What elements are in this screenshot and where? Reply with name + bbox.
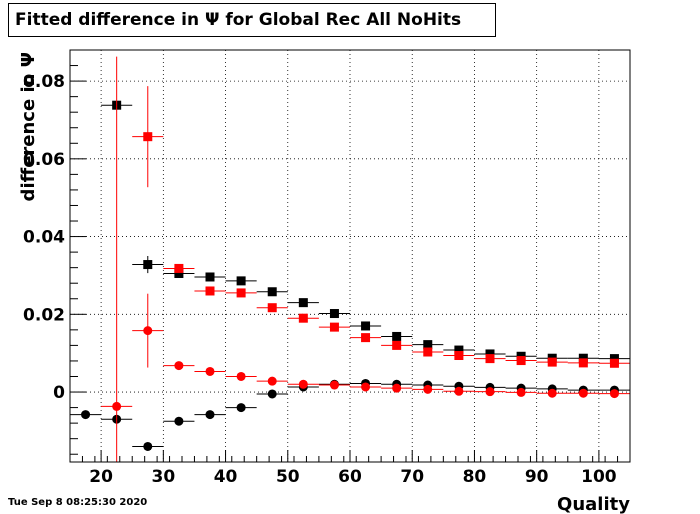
data-point-square	[361, 333, 371, 343]
data-point-square	[143, 132, 153, 142]
data-point-circle	[516, 387, 526, 397]
y-tick-label: 0.02	[23, 305, 65, 325]
data-point-circle	[236, 403, 246, 413]
data-point-circle	[174, 416, 184, 426]
series-4	[101, 56, 630, 462]
x-tick-label: 50	[276, 467, 300, 487]
data-point-square	[392, 331, 402, 341]
data-point-square	[578, 353, 588, 363]
x-tick-label: 30	[151, 467, 175, 487]
data-series	[70, 56, 630, 462]
data-point-circle	[81, 410, 91, 420]
data-point-square	[578, 358, 588, 368]
data-point-circle	[423, 384, 433, 394]
data-point-square	[485, 354, 495, 364]
data-point-square	[423, 347, 433, 357]
data-point-circle	[236, 371, 246, 381]
y-tick-label: 0.04	[23, 228, 65, 248]
chart-title: Fitted difference in Ψ for Global Rec Al…	[8, 3, 496, 37]
x-tick-label: 90	[525, 467, 549, 487]
data-point-square	[236, 288, 246, 298]
data-point-circle	[329, 380, 339, 390]
data-point-circle	[205, 410, 215, 420]
x-tick-label: 40	[214, 467, 238, 487]
data-point-circle	[174, 361, 184, 371]
timestamp: Tue Sep 8 08:25:30 2020	[8, 497, 148, 508]
data-point-square	[174, 263, 184, 273]
data-point-circle	[392, 383, 402, 393]
x-axis-label: Quality	[557, 494, 630, 514]
plot-area	[70, 50, 630, 462]
data-point-square	[454, 345, 464, 355]
data-point-square	[423, 340, 433, 350]
data-point-square	[547, 357, 557, 367]
y-tick-label: 0.06	[23, 150, 65, 170]
data-point-circle	[361, 382, 371, 392]
data-point-circle	[267, 376, 277, 386]
data-point-square	[609, 354, 619, 364]
grid-lines	[70, 50, 630, 462]
data-point-square	[516, 356, 526, 366]
x-tick-label: 80	[463, 467, 487, 487]
x-tick-label: 20	[89, 467, 113, 487]
data-point-circle	[267, 389, 277, 399]
data-point-square	[205, 272, 215, 282]
y-axis: 0 0.02 0.04 0.06 0.08	[23, 49, 86, 455]
data-point-circle	[205, 366, 215, 376]
data-point-circle	[298, 379, 308, 389]
data-point-circle	[112, 401, 122, 411]
x-tick-label: 60	[338, 467, 362, 487]
data-point-square	[392, 340, 402, 350]
x-axis: 20 30 40 50 60 70 80 90 100	[69, 450, 631, 487]
data-point-square	[267, 287, 277, 297]
data-point-circle	[454, 386, 464, 396]
y-axis-label: difference in Ψ	[18, 52, 39, 201]
data-point-square	[454, 351, 464, 361]
data-point-square	[174, 268, 184, 278]
data-point-square	[609, 358, 619, 368]
data-point-square	[329, 309, 339, 319]
x-tick-label: 100	[581, 467, 617, 487]
data-point-square	[143, 260, 153, 270]
data-point-square	[298, 313, 308, 323]
data-point-circle	[485, 387, 495, 397]
data-point-square	[267, 303, 277, 313]
data-point-circle	[578, 388, 588, 398]
data-point-square	[329, 322, 339, 332]
x-tick-label: 70	[400, 467, 424, 487]
y-tick-label: 0.08	[23, 72, 65, 92]
data-point-circle	[547, 388, 557, 398]
data-point-square	[236, 276, 246, 286]
data-point-circle	[143, 441, 153, 451]
series-2	[132, 86, 630, 368]
y-tick-label: 0	[53, 383, 65, 403]
data-point-circle	[609, 389, 619, 399]
data-point-circle	[143, 326, 153, 336]
data-point-square	[485, 349, 495, 359]
data-point-square	[205, 286, 215, 296]
data-point-square	[298, 298, 308, 308]
data-point-square	[361, 321, 371, 331]
